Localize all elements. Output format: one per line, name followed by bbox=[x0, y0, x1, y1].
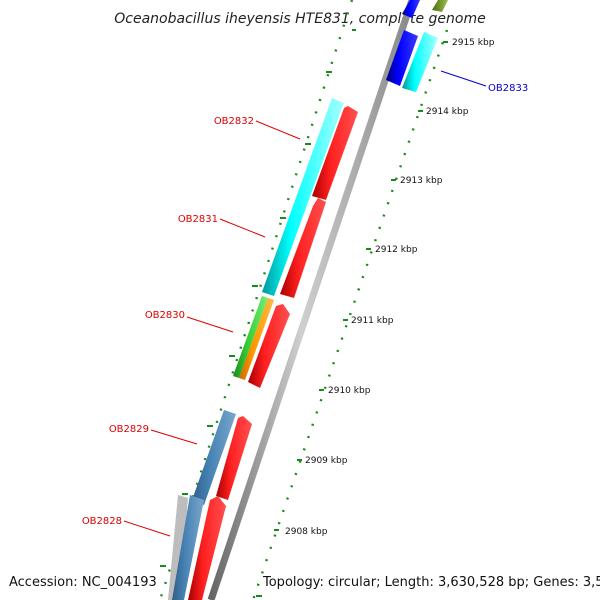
cds-forward-5[interactable] bbox=[188, 496, 226, 600]
gene-OB2832-arrow[interactable] bbox=[262, 98, 344, 296]
gene-label-OB2832[interactable]: OB2832 bbox=[214, 116, 254, 127]
gene-leaders bbox=[123, 70, 487, 537]
gene-OB2828-arrow[interactable] bbox=[168, 495, 188, 600]
kbp-label: 2908 kbp bbox=[285, 527, 328, 537]
cds-forward-1[interactable] bbox=[312, 106, 358, 200]
gene-top-blue-arrow[interactable] bbox=[402, 0, 420, 18]
cds-forward-2[interactable] bbox=[280, 198, 326, 298]
gene-label-OB2829[interactable]: OB2829 bbox=[109, 424, 149, 435]
kbp-label: 2915 kbp bbox=[452, 38, 495, 48]
gene-labels: OB2833 OB2832 OB2831 OB2830 OB2829 OB282… bbox=[82, 83, 528, 527]
kbp-label: 2910 kbp bbox=[328, 386, 371, 396]
gene-top-olive-arrow[interactable] bbox=[432, 0, 448, 12]
map-title: Oceanobacillus iheyensis HTE831, complet… bbox=[114, 11, 485, 27]
kbp-label: 2913 kbp bbox=[400, 176, 443, 186]
kbp-label: 2912 kbp bbox=[375, 245, 418, 255]
kbp-scale: 2915 kbp 2914 kbp 2913 kbp 2912 kbp 2911… bbox=[274, 38, 495, 537]
outer-ring-ticks bbox=[160, 29, 356, 597]
kbp-label: 2911 kbp bbox=[351, 316, 394, 326]
cds-forward-3[interactable] bbox=[248, 304, 290, 388]
gene-label-OB2831[interactable]: OB2831 bbox=[178, 214, 218, 225]
gene-OB2828b-arrow[interactable] bbox=[172, 495, 204, 600]
kbp-label: 2909 kbp bbox=[305, 456, 348, 466]
gene-OB2833b-arrow[interactable] bbox=[402, 32, 438, 92]
gene-OB2830b-arrow[interactable] bbox=[239, 298, 274, 380]
kbp-label: 2914 kbp bbox=[426, 107, 469, 117]
gene-label-OB2833[interactable]: OB2833 bbox=[488, 83, 528, 94]
outer-gc-ring bbox=[158, 0, 354, 600]
cds-forward-4[interactable] bbox=[216, 416, 252, 500]
forward-strand-genes bbox=[188, 106, 358, 600]
accession-text: Accession: NC_004193 bbox=[9, 575, 157, 590]
gene-OB2833-arrow[interactable] bbox=[386, 30, 418, 86]
backbone-ring bbox=[207, 0, 416, 600]
gene-OB2830-arrow[interactable] bbox=[233, 296, 268, 378]
gene-label-OB2828[interactable]: OB2828 bbox=[82, 516, 122, 527]
gene-label-OB2830[interactable]: OB2830 bbox=[145, 310, 185, 321]
gene-OB2829-arrow[interactable] bbox=[192, 410, 236, 505]
topology-text: Topology: circular; Length: 3,630,528 bp… bbox=[262, 575, 600, 590]
reverse-strand-genes bbox=[168, 0, 448, 600]
